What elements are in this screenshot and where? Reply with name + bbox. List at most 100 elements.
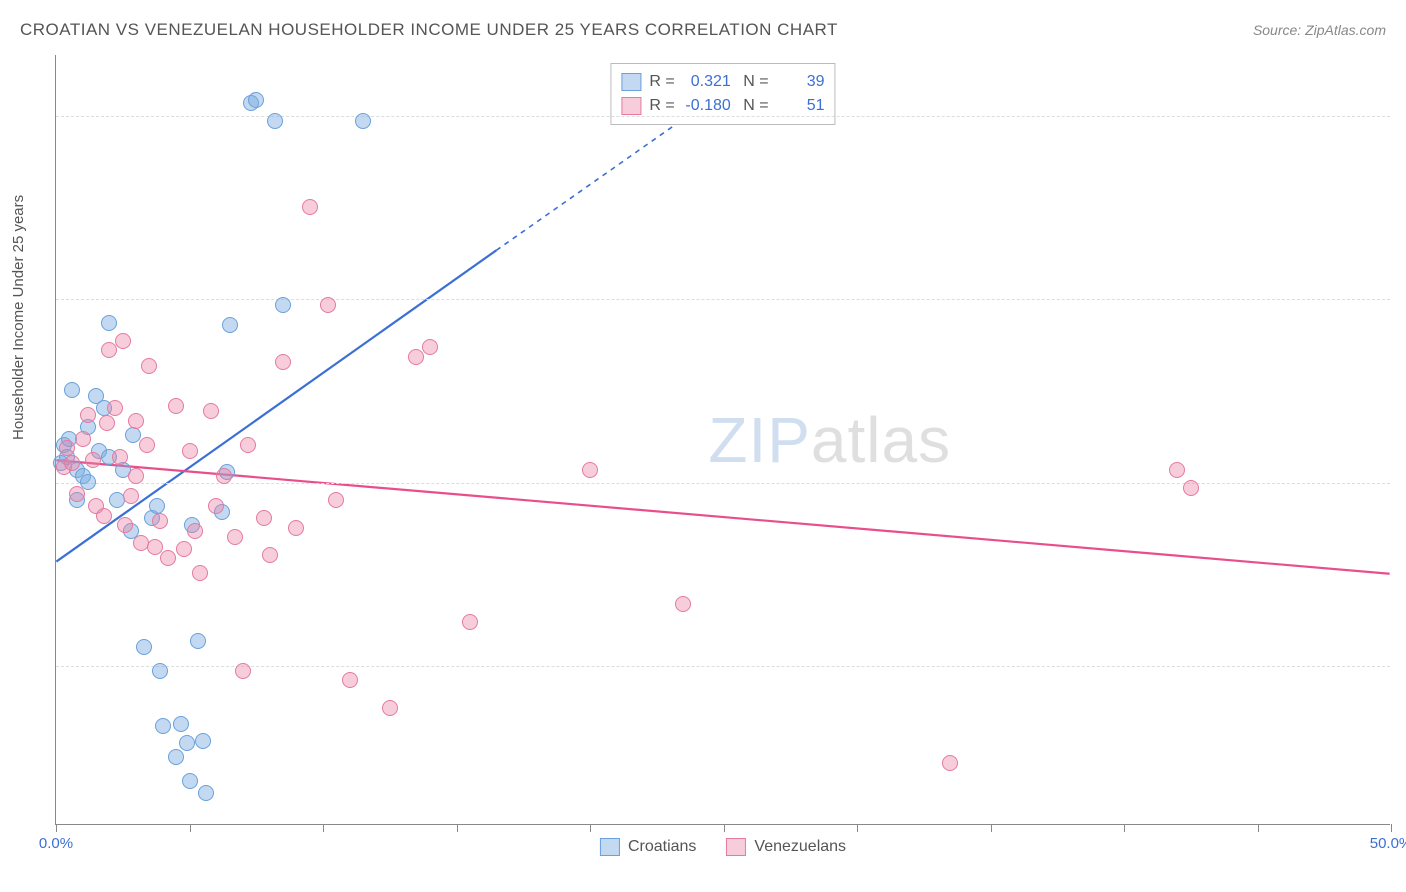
data-point-venezuelans <box>208 498 224 514</box>
data-point-venezuelans <box>139 437 155 453</box>
data-point-venezuelans <box>107 400 123 416</box>
x-tick <box>190 824 191 832</box>
data-point-venezuelans <box>675 596 691 612</box>
swatch-croatians-icon <box>621 73 641 91</box>
x-tick <box>724 824 725 832</box>
data-point-venezuelans <box>342 672 358 688</box>
chart-title: CROATIAN VS VENEZUELAN HOUSEHOLDER INCOM… <box>20 20 838 40</box>
data-point-venezuelans <box>115 333 131 349</box>
swatch-venezuelans-icon <box>621 97 641 115</box>
data-point-venezuelans <box>59 440 75 456</box>
x-tick <box>1391 824 1392 832</box>
data-point-venezuelans <box>328 492 344 508</box>
r-label: R = <box>649 94 674 118</box>
legend-swatch-venezuelans-icon <box>726 838 746 856</box>
x-tick <box>56 824 57 832</box>
stats-row-venezuelans: R = -0.180 N = 51 <box>621 94 824 118</box>
legend-label-croatians: Croatians <box>628 838 696 856</box>
n-label: N = <box>739 94 769 118</box>
data-point-venezuelans <box>203 403 219 419</box>
data-point-venezuelans <box>422 339 438 355</box>
data-point-venezuelans <box>141 358 157 374</box>
data-point-venezuelans <box>112 449 128 465</box>
data-point-venezuelans <box>176 541 192 557</box>
n-value-croatians: 39 <box>777 70 825 94</box>
gridline <box>56 299 1390 300</box>
data-point-croatians <box>248 92 264 108</box>
data-point-venezuelans <box>288 520 304 536</box>
data-point-venezuelans <box>75 431 91 447</box>
data-point-venezuelans <box>128 413 144 429</box>
data-point-croatians <box>267 113 283 129</box>
data-point-croatians <box>101 315 117 331</box>
trend-line-dash-croatians <box>496 110 696 250</box>
chart-container: CROATIAN VS VENEZUELAN HOUSEHOLDER INCOM… <box>0 0 1406 892</box>
data-point-venezuelans <box>1169 462 1185 478</box>
gridline <box>56 666 1390 667</box>
data-point-venezuelans <box>128 468 144 484</box>
source-label: Source: ZipAtlas.com <box>1253 22 1386 38</box>
data-point-venezuelans <box>192 565 208 581</box>
data-point-venezuelans <box>302 199 318 215</box>
data-point-croatians <box>179 735 195 751</box>
n-value-venezuelans: 51 <box>777 94 825 118</box>
data-point-venezuelans <box>117 517 133 533</box>
data-point-venezuelans <box>99 415 115 431</box>
y-tick-label: $50,000 <box>1395 474 1406 491</box>
legend-item-venezuelans: Venezuelans <box>726 838 846 856</box>
data-point-venezuelans <box>382 700 398 716</box>
data-point-croatians <box>168 749 184 765</box>
legend: Croatians Venezuelans <box>600 838 846 856</box>
gridline <box>56 116 1390 117</box>
data-point-venezuelans <box>256 510 272 526</box>
trend-lines-svg <box>56 55 1390 824</box>
data-point-venezuelans <box>96 508 112 524</box>
data-point-venezuelans <box>64 455 80 471</box>
data-point-venezuelans <box>160 550 176 566</box>
legend-swatch-croatians-icon <box>600 838 620 856</box>
data-point-croatians <box>149 498 165 514</box>
data-point-venezuelans <box>235 663 251 679</box>
data-point-croatians <box>155 718 171 734</box>
x-tick <box>590 824 591 832</box>
data-point-croatians <box>355 113 371 129</box>
data-point-croatians <box>222 317 238 333</box>
stats-row-croatians: R = 0.321 N = 39 <box>621 70 824 94</box>
data-point-venezuelans <box>85 452 101 468</box>
data-point-venezuelans <box>216 468 232 484</box>
n-label: N = <box>739 70 769 94</box>
data-point-venezuelans <box>942 755 958 771</box>
data-point-venezuelans <box>80 407 96 423</box>
y-tick-label: $35,000 <box>1395 658 1406 675</box>
data-point-venezuelans <box>262 547 278 563</box>
data-point-venezuelans <box>168 398 184 414</box>
y-tick-label: $65,000 <box>1395 291 1406 308</box>
data-point-croatians <box>198 785 214 801</box>
data-point-venezuelans <box>123 488 139 504</box>
y-axis-label: Householder Income Under 25 years <box>10 195 27 440</box>
data-point-venezuelans <box>182 443 198 459</box>
data-point-croatians <box>152 663 168 679</box>
data-point-croatians <box>136 639 152 655</box>
data-point-croatians <box>64 382 80 398</box>
x-tick <box>857 824 858 832</box>
x-tick-label: 50.0% <box>1370 835 1406 852</box>
data-point-venezuelans <box>582 462 598 478</box>
legend-item-croatians: Croatians <box>600 838 696 856</box>
r-label: R = <box>649 70 674 94</box>
data-point-croatians <box>182 773 198 789</box>
data-point-venezuelans <box>227 529 243 545</box>
data-point-venezuelans <box>187 523 203 539</box>
plot-area: ZIPatlas R = 0.321 N = 39 R = -0.180 N =… <box>55 55 1390 825</box>
data-point-venezuelans <box>152 513 168 529</box>
data-point-croatians <box>190 633 206 649</box>
r-value-croatians: 0.321 <box>683 70 731 94</box>
x-tick-label: 0.0% <box>39 835 73 852</box>
r-value-venezuelans: -0.180 <box>683 94 731 118</box>
x-tick <box>1258 824 1259 832</box>
data-point-venezuelans <box>147 539 163 555</box>
data-point-venezuelans <box>1183 480 1199 496</box>
data-point-croatians <box>195 733 211 749</box>
x-tick <box>991 824 992 832</box>
data-point-venezuelans <box>69 486 85 502</box>
